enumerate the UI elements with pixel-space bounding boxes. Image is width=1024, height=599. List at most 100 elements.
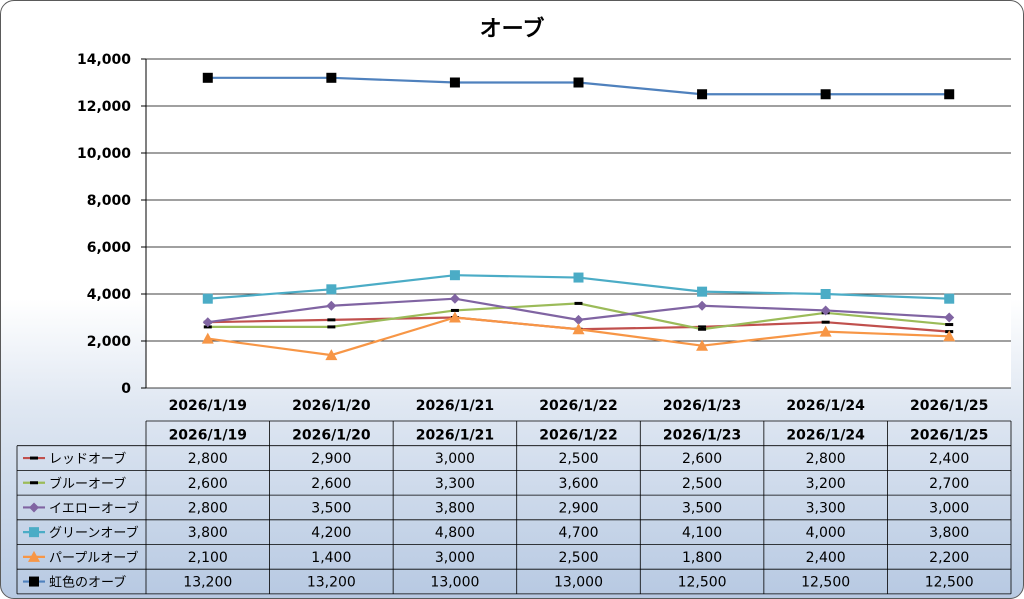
data-point bbox=[943, 330, 956, 342]
plot-area bbox=[146, 59, 1011, 388]
table-value-cell: 3,800 bbox=[188, 525, 228, 541]
table-value-cell: 2,400 bbox=[929, 451, 969, 467]
table-value-cell: 2,600 bbox=[188, 476, 228, 492]
table-value-cell: 3,500 bbox=[311, 500, 351, 516]
chart-title: オーブ bbox=[479, 17, 545, 42]
table-value-cell: 4,000 bbox=[806, 525, 846, 541]
data-point bbox=[697, 286, 708, 297]
data-point bbox=[696, 339, 709, 351]
y-tick-label: 0 bbox=[121, 381, 131, 397]
y-tick-label: 8,000 bbox=[87, 193, 132, 209]
data-point bbox=[573, 314, 584, 325]
table-value-cell: 12,500 bbox=[925, 575, 974, 591]
table-value-cell: 1,400 bbox=[311, 550, 351, 566]
data-point bbox=[697, 300, 708, 311]
data-point bbox=[326, 284, 337, 295]
table-value-cell: 3,600 bbox=[558, 476, 598, 492]
data-point bbox=[202, 317, 213, 328]
table-value-cell: 2,900 bbox=[558, 500, 598, 516]
table-value-cell: 3,000 bbox=[929, 500, 969, 516]
table-value-cell: 2,800 bbox=[806, 451, 846, 467]
table-header-cell: 2026/1/21 bbox=[416, 428, 494, 444]
y-tick-label: 2,000 bbox=[87, 334, 132, 350]
legend-label: イエローオーブ bbox=[49, 500, 139, 516]
data-point bbox=[820, 289, 831, 299]
table-value-cell: 12,500 bbox=[678, 575, 727, 591]
data-point bbox=[573, 77, 584, 88]
legend-label: レッドオーブ bbox=[49, 451, 126, 467]
table-value-cell: 2,500 bbox=[558, 451, 598, 467]
table-value-cell: 2,800 bbox=[188, 451, 228, 467]
x-tick-label: 2026/1/19 bbox=[169, 398, 247, 414]
table-value-cell: 2,200 bbox=[929, 550, 969, 566]
x-tick-label: 2026/1/23 bbox=[663, 398, 741, 414]
x-tick-label: 2026/1/25 bbox=[910, 398, 988, 414]
data-point bbox=[945, 323, 954, 327]
table-value-cell: 3,000 bbox=[435, 550, 475, 566]
legend-label: グリーンオーブ bbox=[49, 525, 139, 541]
table-value-cell: 2,900 bbox=[311, 451, 351, 467]
legend-key-marker bbox=[28, 550, 40, 562]
table-value-cell: 4,100 bbox=[682, 525, 722, 541]
table-value-cell: 13,200 bbox=[307, 575, 356, 591]
data-point bbox=[698, 325, 707, 329]
y-tick-label: 10,000 bbox=[77, 146, 131, 162]
table-value-cell: 2,600 bbox=[311, 476, 351, 492]
table-value-cell: 3,800 bbox=[929, 525, 969, 541]
table-value-cell: 3,200 bbox=[806, 476, 846, 492]
data-point bbox=[202, 293, 213, 304]
data-point bbox=[574, 301, 583, 305]
legend-label: ブルーオーブ bbox=[49, 476, 126, 492]
table-value-cell: 4,700 bbox=[558, 525, 598, 541]
table-header-cell: 2026/1/23 bbox=[663, 428, 741, 444]
data-point bbox=[820, 89, 831, 100]
table-value-cell: 4,200 bbox=[311, 525, 351, 541]
data-point bbox=[697, 89, 708, 100]
table-value-cell: 3,800 bbox=[435, 500, 475, 516]
table-header-cell: 2026/1/20 bbox=[292, 428, 371, 444]
table-value-cell: 13,000 bbox=[554, 575, 603, 591]
legend-key-marker bbox=[30, 481, 38, 485]
data-point bbox=[326, 72, 337, 83]
data-point bbox=[327, 325, 336, 329]
legend-key-marker bbox=[29, 502, 39, 513]
table-value-cell: 2,700 bbox=[929, 476, 969, 492]
table-header-cell: 2026/1/22 bbox=[539, 428, 617, 444]
table-value-cell: 2,500 bbox=[558, 550, 598, 566]
data-point bbox=[448, 311, 461, 323]
table-value-cell: 2,100 bbox=[188, 550, 228, 566]
table-value-cell: 1,800 bbox=[682, 550, 722, 566]
legend-key-marker bbox=[29, 576, 39, 587]
legend-label: 虹色のオーブ bbox=[49, 575, 126, 591]
x-tick-label: 2026/1/22 bbox=[539, 398, 617, 414]
table-value-cell: 13,200 bbox=[183, 575, 232, 591]
data-point bbox=[819, 325, 832, 337]
table-header-cell: 2026/1/19 bbox=[169, 428, 247, 444]
table-header-cell: 2026/1/24 bbox=[786, 428, 865, 444]
data-point bbox=[202, 72, 213, 83]
data-point bbox=[201, 332, 214, 344]
y-tick-label: 14,000 bbox=[77, 52, 131, 68]
table-value-cell: 2,400 bbox=[806, 550, 846, 566]
table-value-cell: 13,000 bbox=[430, 575, 479, 591]
data-point bbox=[449, 77, 460, 88]
data-point bbox=[573, 272, 584, 283]
table-value-cell: 2,600 bbox=[682, 451, 722, 467]
table-value-cell: 3,300 bbox=[435, 476, 475, 492]
data-point bbox=[820, 305, 831, 316]
data-point bbox=[450, 308, 459, 312]
data-point bbox=[572, 323, 585, 335]
x-tick-label: 2026/1/20 bbox=[292, 398, 371, 414]
data-point bbox=[449, 270, 460, 281]
y-tick-label: 6,000 bbox=[87, 240, 132, 256]
y-tick-label: 4,000 bbox=[87, 287, 132, 303]
data-point bbox=[821, 320, 830, 324]
data-point bbox=[327, 318, 336, 322]
data-point bbox=[449, 293, 460, 304]
legend-key-marker bbox=[30, 456, 38, 460]
legend-label: パープルオーブ bbox=[49, 550, 138, 566]
table-value-cell: 2,500 bbox=[682, 476, 722, 492]
table-value-cell: 2,800 bbox=[188, 500, 228, 516]
